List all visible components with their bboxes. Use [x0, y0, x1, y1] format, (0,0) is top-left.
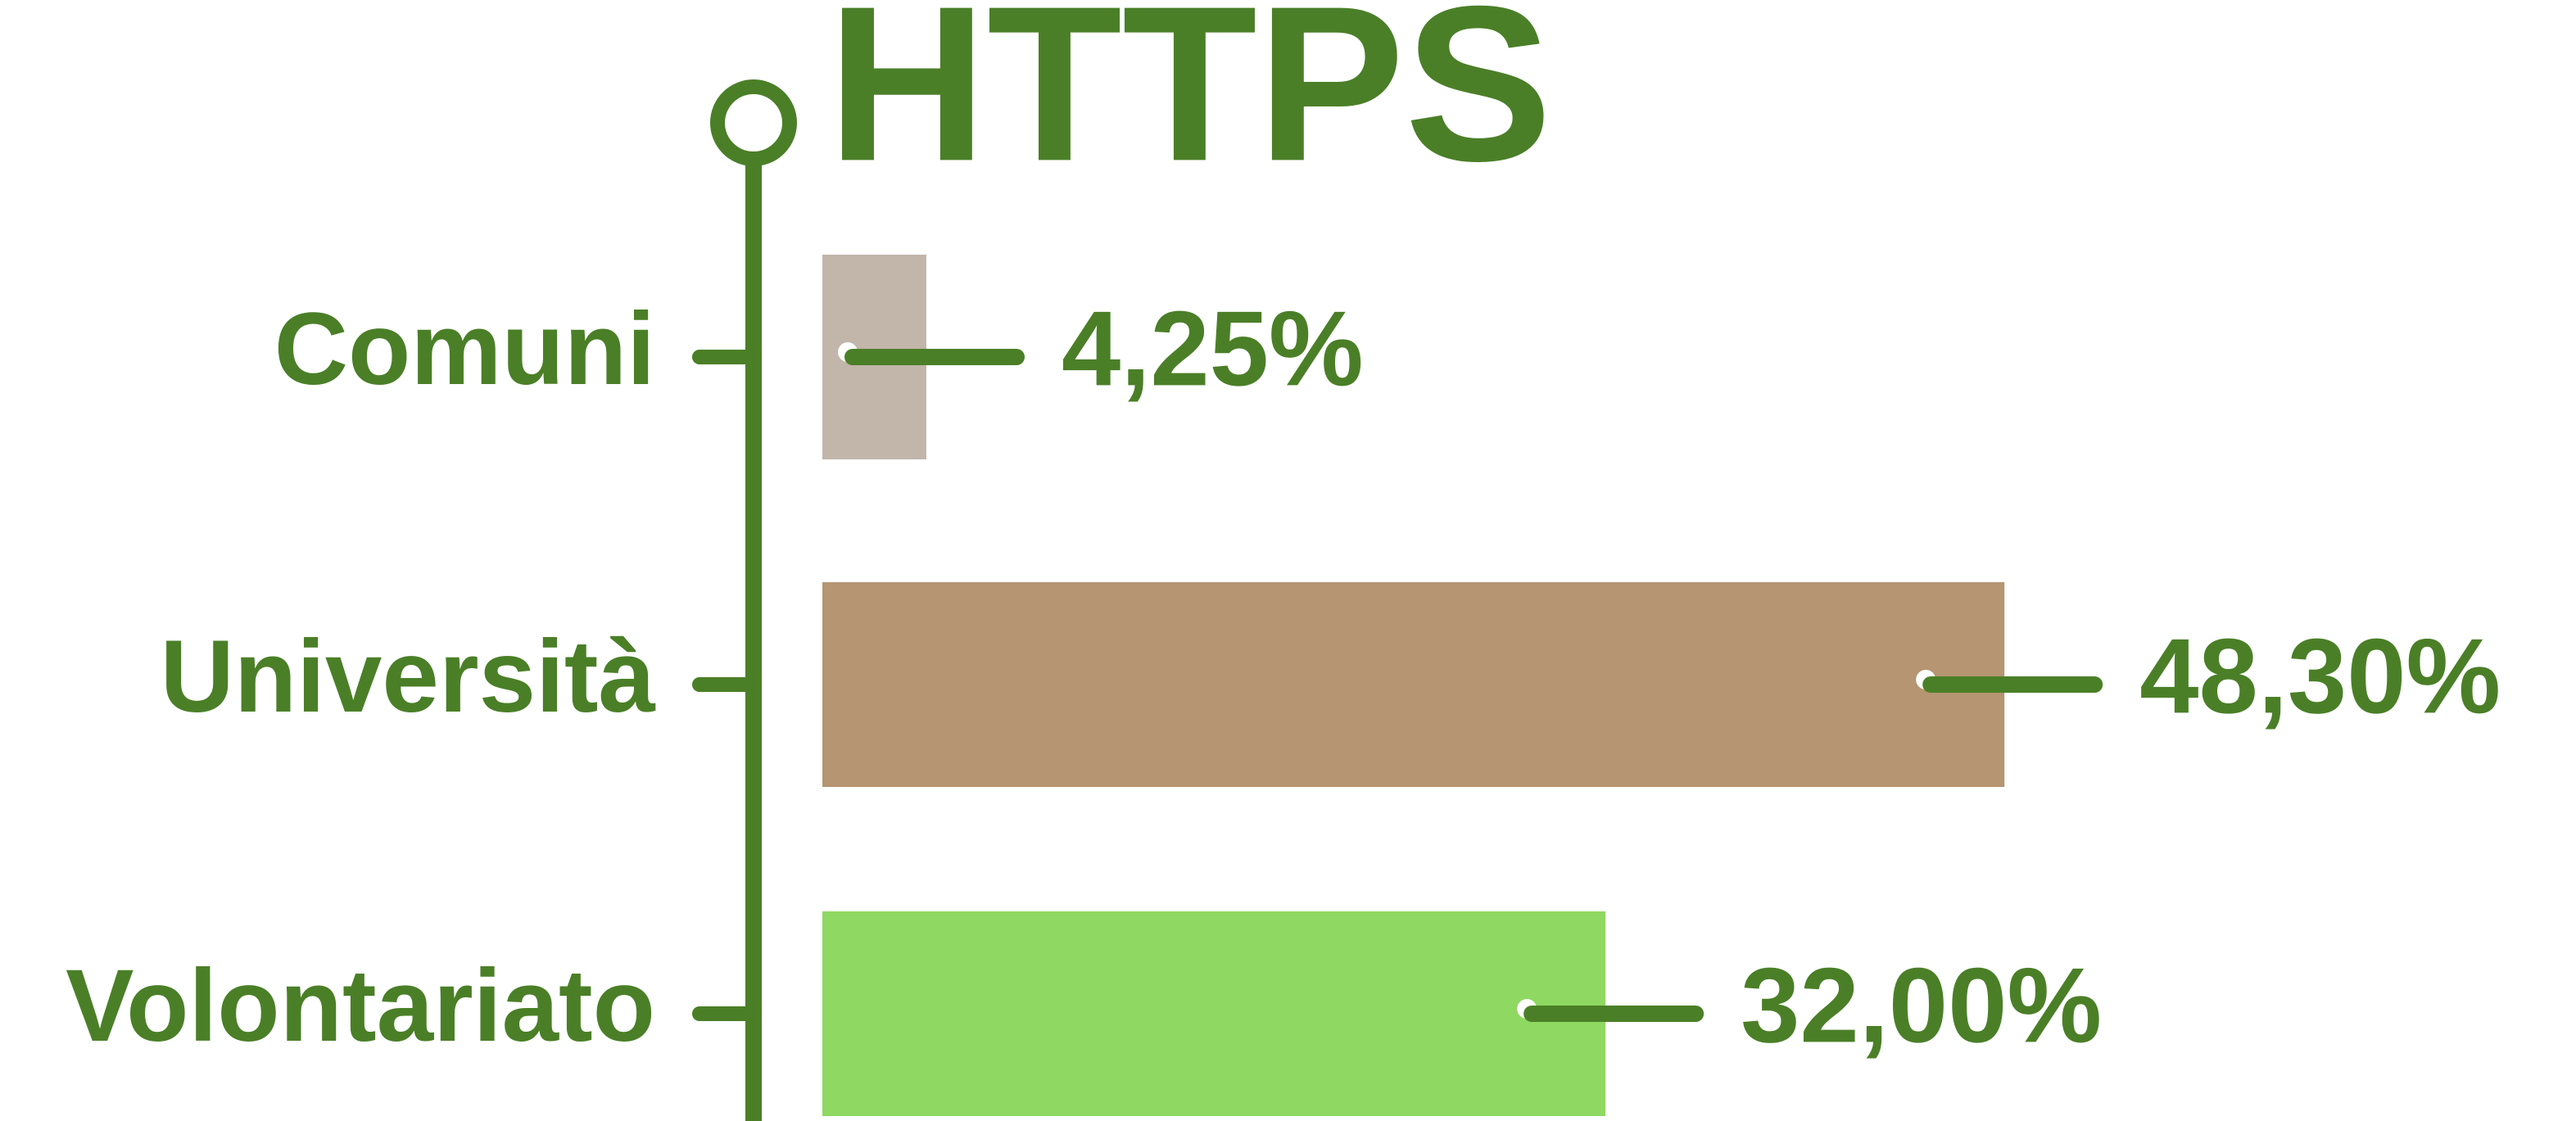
category-label: Volontariato: [66, 949, 655, 1063]
value-label: 4,25%: [1062, 288, 1364, 408]
bar: [822, 911, 1606, 1116]
chart-title: HTTPS: [827, 0, 1552, 207]
category-label: Comuni: [274, 292, 655, 406]
category-label: Università: [161, 620, 656, 734]
axis-cap: [710, 79, 797, 166]
value-label: 32,00%: [1741, 945, 2102, 1064]
bar: [822, 582, 2005, 787]
value-label: 48,30%: [2139, 616, 2501, 735]
